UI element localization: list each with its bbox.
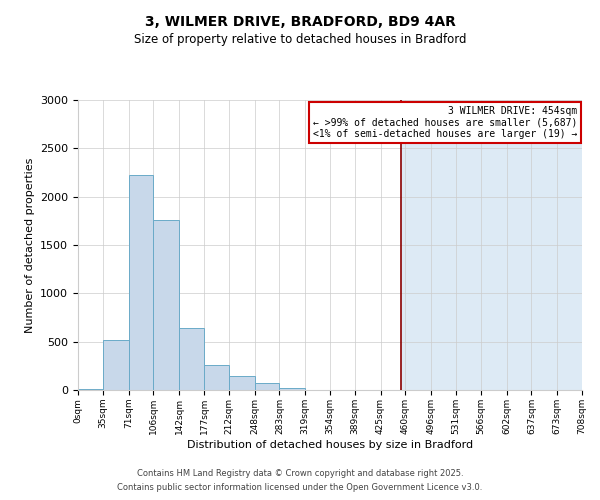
Bar xyxy=(254,383,280,390)
X-axis label: Distribution of detached houses by size in Bradford: Distribution of detached houses by size … xyxy=(187,440,473,450)
Bar xyxy=(78,389,103,390)
Text: 3, WILMER DRIVE, BRADFORD, BD9 4AR: 3, WILMER DRIVE, BRADFORD, BD9 4AR xyxy=(145,15,455,29)
Text: Contains HM Land Registry data © Crown copyright and database right 2025.: Contains HM Land Registry data © Crown c… xyxy=(137,468,463,477)
Text: 3 WILMER DRIVE: 454sqm
← >99% of detached houses are smaller (5,687)
<1% of semi: 3 WILMER DRIVE: 454sqm ← >99% of detache… xyxy=(313,106,577,139)
Bar xyxy=(103,340,128,390)
Bar xyxy=(229,376,254,390)
Bar xyxy=(154,220,179,390)
Y-axis label: Number of detached properties: Number of detached properties xyxy=(25,158,35,332)
Text: Size of property relative to detached houses in Bradford: Size of property relative to detached ho… xyxy=(134,32,466,46)
Bar xyxy=(204,366,229,390)
Bar xyxy=(401,100,582,390)
Bar xyxy=(128,176,154,390)
Bar xyxy=(179,328,204,390)
Bar xyxy=(280,388,305,390)
Text: Contains public sector information licensed under the Open Government Licence v3: Contains public sector information licen… xyxy=(118,484,482,492)
